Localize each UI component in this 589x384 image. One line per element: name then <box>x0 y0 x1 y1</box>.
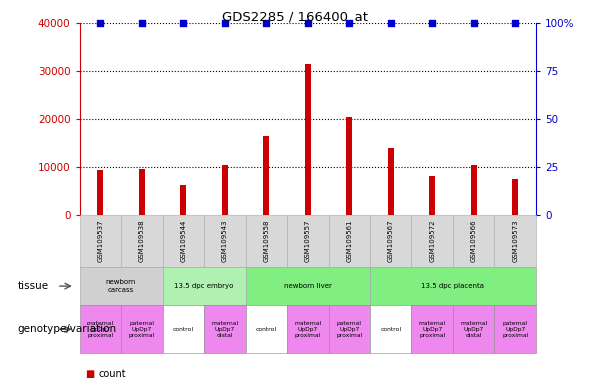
Text: GSM109544: GSM109544 <box>180 220 186 262</box>
Text: paternal
UpDp7
proximal: paternal UpDp7 proximal <box>336 321 362 338</box>
Text: GSM109561: GSM109561 <box>346 220 352 262</box>
Text: paternal
UpDp7
proximal: paternal UpDp7 proximal <box>128 321 155 338</box>
Bar <box>512 179 518 215</box>
Text: maternal
UpDp7
proximal: maternal UpDp7 proximal <box>419 321 446 338</box>
Text: ■: ■ <box>85 369 95 379</box>
Point <box>220 20 230 26</box>
Text: GDS2285 / 166400_at: GDS2285 / 166400_at <box>221 10 368 23</box>
Point <box>178 20 188 26</box>
Text: genotype/variation: genotype/variation <box>18 324 117 334</box>
Text: control: control <box>380 327 401 332</box>
Text: GSM109543: GSM109543 <box>221 220 228 262</box>
Text: GSM109537: GSM109537 <box>97 220 103 262</box>
Text: GSM109573: GSM109573 <box>512 220 518 262</box>
Text: count: count <box>98 369 126 379</box>
Text: GSM109538: GSM109538 <box>139 220 145 262</box>
Text: control: control <box>173 327 194 332</box>
Point <box>386 20 395 26</box>
Text: GSM109557: GSM109557 <box>305 220 311 262</box>
Bar <box>138 169 145 215</box>
Text: 13.5 dpc placenta: 13.5 dpc placenta <box>422 283 485 289</box>
Bar <box>221 165 228 215</box>
Point <box>469 20 478 26</box>
Text: newborn liver: newborn liver <box>284 283 332 289</box>
Text: maternal
UpDp7
distal: maternal UpDp7 distal <box>460 321 487 338</box>
Text: control: control <box>256 327 277 332</box>
Point <box>137 20 147 26</box>
Point <box>511 20 520 26</box>
Text: tissue: tissue <box>18 281 49 291</box>
Bar <box>305 64 311 215</box>
Bar <box>388 148 394 215</box>
Bar <box>471 165 477 215</box>
Text: maternal
UpDp7
distal: maternal UpDp7 distal <box>211 321 239 338</box>
Point <box>428 20 437 26</box>
Point <box>262 20 271 26</box>
Text: GSM109566: GSM109566 <box>471 220 477 262</box>
Text: 13.5 dpc embryo: 13.5 dpc embryo <box>174 283 234 289</box>
Text: maternal
UpDp7
proximal: maternal UpDp7 proximal <box>294 321 322 338</box>
Bar <box>429 176 435 215</box>
Text: GSM109572: GSM109572 <box>429 220 435 262</box>
Text: newborn
carcass: newborn carcass <box>106 279 136 293</box>
Point <box>345 20 354 26</box>
Bar <box>346 117 352 215</box>
Text: maternal
UpDp7
proximal: maternal UpDp7 proximal <box>87 321 114 338</box>
Text: paternal
UpDp7
proximal: paternal UpDp7 proximal <box>502 321 528 338</box>
Text: GSM109567: GSM109567 <box>388 220 394 262</box>
Text: GSM109558: GSM109558 <box>263 220 269 262</box>
Point <box>303 20 312 26</box>
Point <box>95 20 105 26</box>
Bar <box>180 185 186 215</box>
Bar <box>97 170 104 215</box>
Bar <box>263 136 269 215</box>
